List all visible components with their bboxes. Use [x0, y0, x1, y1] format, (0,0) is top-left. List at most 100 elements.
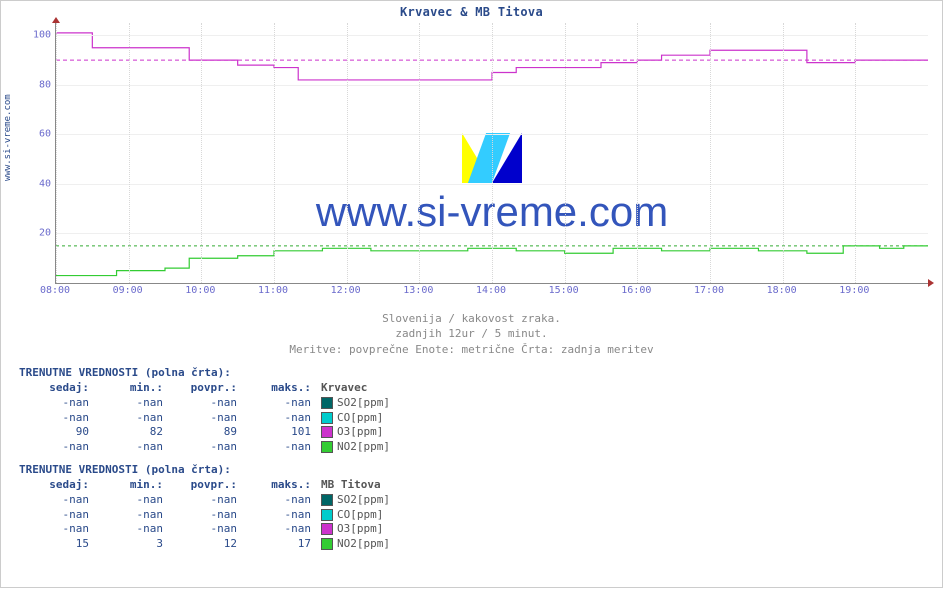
table-cell: -nan [167, 396, 241, 411]
chart-frame: Krvavec & MB Titova www.si-vreme.com 204… [0, 0, 943, 588]
x-tick-label: 14:00 [476, 285, 506, 296]
table-cell: 89 [167, 425, 241, 440]
table-cell: -nan [19, 396, 93, 411]
x-tick-label: 16:00 [621, 285, 651, 296]
table-row: -nan-nan-nan-nanO3[ppm] [19, 522, 394, 537]
table-cell: -nan [241, 411, 315, 426]
table-row: -nan-nan-nan-nanCO[ppm] [19, 508, 394, 523]
x-tick-label: 13:00 [403, 285, 433, 296]
subtitle-line: Slovenija / kakovost zraka. [1, 311, 942, 326]
table-column-header: maks.: [241, 381, 315, 396]
x-tick-label: 12:00 [331, 285, 361, 296]
table-cell: -nan [241, 493, 315, 508]
plot-area: www.si-vreme.com [55, 23, 928, 284]
table-cell: 101 [241, 425, 315, 440]
table-column-header: min.: [93, 478, 167, 493]
y-tick-label: 40 [39, 178, 51, 189]
table-cell: -nan [241, 508, 315, 523]
x-tick-label: 19:00 [839, 285, 869, 296]
table-cell: -nan [93, 522, 167, 537]
data-table: sedaj:min.:povpr.:maks.:MB Titova-nan-na… [19, 478, 394, 552]
gridline-v [201, 23, 202, 283]
subtitle-block: Slovenija / kakovost zraka. zadnjih 12ur… [1, 311, 942, 357]
table-label-cell: NO2[ppm] [315, 537, 394, 552]
x-axis-arrow-icon [928, 279, 934, 287]
table-header: TRENUTNE VREDNOSTI (polna črta): [19, 463, 394, 478]
table-cell: -nan [167, 411, 241, 426]
table-group-name: MB Titova [315, 478, 394, 493]
series-label: CO[ppm] [337, 508, 383, 521]
table-cell: -nan [167, 493, 241, 508]
table-cell: 15 [19, 537, 93, 552]
table-column-header: min.: [93, 381, 167, 396]
table-cell: -nan [93, 493, 167, 508]
table-cell: 3 [93, 537, 167, 552]
table-label-cell: CO[ppm] [315, 508, 394, 523]
table-cell: -nan [19, 522, 93, 537]
gridline-v [855, 23, 856, 283]
gridline-v [56, 23, 57, 283]
series-label: NO2[ppm] [337, 537, 390, 550]
table-column-header: maks.: [241, 478, 315, 493]
gridline-v [347, 23, 348, 283]
series-label: NO2[ppm] [337, 440, 390, 453]
table-cell: -nan [19, 440, 93, 455]
table-cell: -nan [93, 396, 167, 411]
chart-area: 20406080100 www.si-vreme.com 08:0009:001… [29, 23, 929, 303]
table-cell: 82 [93, 425, 167, 440]
data-tables: TRENUTNE VREDNOSTI (polna črta):sedaj:mi… [19, 366, 394, 560]
table-column-header: sedaj: [19, 381, 93, 396]
gridline-v [565, 23, 566, 283]
table-label-cell: O3[ppm] [315, 522, 394, 537]
table-cell: 90 [19, 425, 93, 440]
table-label-cell: SO2[ppm] [315, 396, 394, 411]
x-tick-label: 15:00 [549, 285, 579, 296]
series-label: CO[ppm] [337, 411, 383, 424]
table-column-header: sedaj: [19, 478, 93, 493]
x-tick-label: 11:00 [258, 285, 288, 296]
x-tick-label: 18:00 [767, 285, 797, 296]
table-group-name: Krvavec [315, 381, 394, 396]
table-cell: -nan [93, 508, 167, 523]
table-row: -nan-nan-nan-nanNO2[ppm] [19, 440, 394, 455]
legend-swatch-icon [321, 509, 333, 521]
table-cell: -nan [93, 411, 167, 426]
table-cell: -nan [241, 522, 315, 537]
series-label: O3[ppm] [337, 425, 383, 438]
table-cell: -nan [19, 493, 93, 508]
series-label: SO2[ppm] [337, 493, 390, 506]
gridline-v [637, 23, 638, 283]
y-tick-label: 60 [39, 129, 51, 140]
table-row: -nan-nan-nan-nanCO[ppm] [19, 411, 394, 426]
gridline-v [710, 23, 711, 283]
table-row: 908289101 O3[ppm] [19, 425, 394, 440]
x-axis-ticks: 08:0009:0010:0011:0012:0013:0014:0015:00… [55, 285, 927, 301]
y-tick-label: 80 [39, 79, 51, 90]
legend-swatch-icon [321, 494, 333, 506]
legend-swatch-icon [321, 426, 333, 438]
table-cell: -nan [241, 396, 315, 411]
x-tick-label: 09:00 [113, 285, 143, 296]
table-label-cell: CO[ppm] [315, 411, 394, 426]
y-axis-ticks: 20406080100 [29, 23, 53, 283]
gridline-v [274, 23, 275, 283]
x-tick-label: 08:00 [40, 285, 70, 296]
table-cell: -nan [93, 440, 167, 455]
table-header: TRENUTNE VREDNOSTI (polna črta): [19, 366, 394, 381]
table-column-header: povpr.: [167, 381, 241, 396]
table-label-cell: SO2[ppm] [315, 493, 394, 508]
table-cell: 12 [167, 537, 241, 552]
table-cell: -nan [167, 522, 241, 537]
table-row: -nan-nan-nan-nanSO2[ppm] [19, 396, 394, 411]
x-tick-label: 10:00 [185, 285, 215, 296]
table-cell: 17 [241, 537, 315, 552]
data-table: sedaj:min.:povpr.:maks.:Krvavec-nan-nan-… [19, 381, 394, 455]
table-label-cell: NO2[ppm] [315, 440, 394, 455]
gridline-v [492, 23, 493, 283]
legend-swatch-icon [321, 441, 333, 453]
gridline-v [419, 23, 420, 283]
legend-swatch-icon [321, 397, 333, 409]
series-label: SO2[ppm] [337, 396, 390, 409]
series-label: O3[ppm] [337, 522, 383, 535]
gridline-v [129, 23, 130, 283]
